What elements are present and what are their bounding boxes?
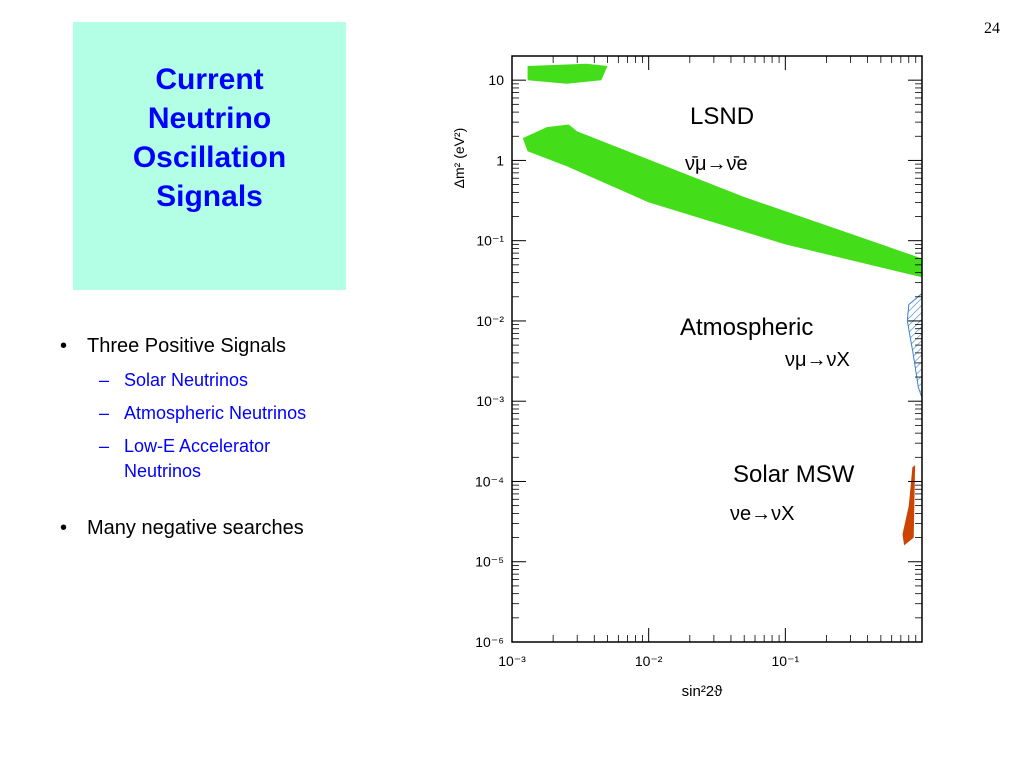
x-axis-label: sin²2ϑ — [682, 683, 724, 700]
bullet-item: • Many negative searches — [60, 514, 390, 542]
region-label-lsnd: LSND — [690, 103, 754, 130]
sub-bullet-text: Low-E Accelerator Neutrinos — [124, 436, 271, 481]
x-tick-label: 10⁻² — [635, 653, 663, 669]
sub-bullet-dash: – — [99, 403, 110, 423]
bullet-dot: • — [60, 517, 68, 539]
sub-bullet-dash: – — [99, 370, 110, 390]
x-tick-label: 10⁻¹ — [772, 653, 800, 669]
region-lsnd-area — [527, 63, 608, 84]
x-tick-label: 10⁻³ — [498, 653, 526, 669]
bullet-text: Many negative searches — [87, 517, 304, 539]
y-axis-label: Δm² (eV²) — [451, 128, 467, 189]
region-label-solar: Solar MSW — [733, 461, 855, 488]
y-tick-label: 10⁻⁴ — [475, 473, 504, 489]
plot-frame — [511, 55, 923, 643]
sub-bullet-text: Atmospheric Neutrinos — [124, 403, 307, 423]
y-tick-label: 10 — [488, 72, 504, 88]
region-atmospheric-area — [906, 292, 923, 399]
slide-number: 24 — [984, 20, 1000, 37]
title-line: Signals — [156, 180, 263, 213]
title-line: Current — [155, 63, 264, 96]
y-tick-label: 10⁻³ — [476, 393, 504, 409]
region-process-atmospheric: νμ→νX — [785, 349, 850, 371]
bullet-text: Three Positive Signals — [87, 335, 286, 357]
region-lsnd-area — [522, 124, 922, 278]
sub-bullet-item: – Solar Neutrinos — [60, 368, 390, 393]
region-label-atmospheric: Atmospheric — [680, 314, 813, 341]
y-tick-label: 10⁻² — [476, 313, 504, 329]
sub-bullet-item: – Atmospheric Neutrinos — [60, 401, 390, 426]
sub-bullet-item: – Low-E Accelerator Neutrinos — [60, 434, 344, 484]
sub-bullet-dash: – — [99, 436, 110, 456]
bullet-dot: • — [60, 335, 68, 357]
y-tick-label: 10⁻¹ — [476, 233, 504, 249]
title-line: Neutrino — [147, 102, 272, 135]
y-tick-label: 10⁻⁶ — [475, 634, 504, 650]
bullet-item: • Three Positive Signals — [60, 332, 390, 360]
slide-title: Current Neutrino Oscillation Signals — [133, 60, 286, 216]
title-box: Current Neutrino Oscillation Signals — [73, 22, 346, 290]
title-line: Oscillation — [132, 141, 287, 174]
y-tick-label: 10⁻⁵ — [475, 554, 504, 570]
region-process-solar: νe→νX — [730, 503, 794, 525]
y-tick-label: 1 — [496, 152, 504, 168]
region-process-lsnd: ν̄μ→ν̄e — [685, 153, 748, 175]
bullet-list: • Three Positive Signals – Solar Neutrin… — [60, 332, 390, 542]
sub-bullet-list: – Solar Neutrinos – Atmospheric Neutrino… — [60, 368, 390, 484]
region-solar-msw-area — [902, 465, 916, 546]
sub-bullet-text: Solar Neutrinos — [124, 370, 249, 390]
